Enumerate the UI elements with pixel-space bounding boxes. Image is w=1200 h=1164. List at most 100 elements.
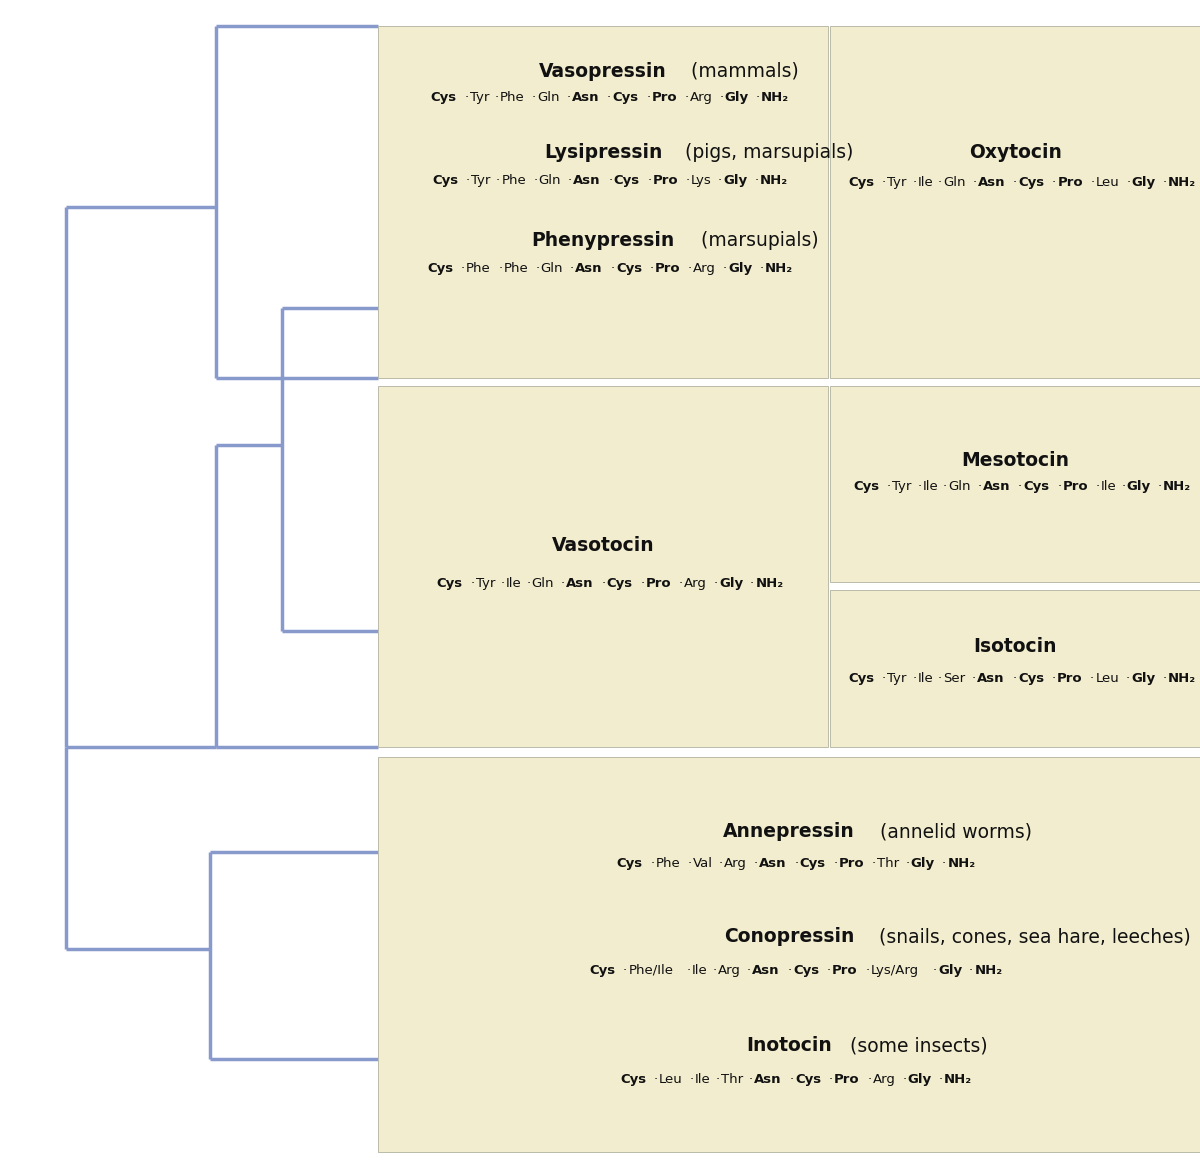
Text: Gln: Gln — [541, 262, 563, 276]
Text: Gly: Gly — [724, 175, 748, 187]
Text: ·: · — [977, 480, 982, 492]
Text: ·: · — [496, 175, 500, 187]
Text: NH₂: NH₂ — [755, 576, 784, 590]
Text: ·: · — [1013, 176, 1018, 189]
Text: Gly: Gly — [938, 964, 962, 977]
Text: ·: · — [526, 576, 530, 590]
Text: ·: · — [917, 480, 922, 492]
Text: Gly: Gly — [728, 262, 752, 276]
Text: Cys: Cys — [799, 857, 826, 870]
Text: Cys: Cys — [796, 1073, 821, 1086]
Text: ·: · — [686, 964, 691, 977]
Text: ·: · — [882, 176, 886, 189]
Text: Cys: Cys — [437, 576, 462, 590]
Text: ·: · — [722, 262, 727, 276]
Text: ·: · — [943, 480, 947, 492]
Text: NH₂: NH₂ — [1168, 672, 1196, 684]
Text: Leu: Leu — [1096, 672, 1120, 684]
Bar — [378, 757, 1200, 1152]
Text: Ile: Ile — [506, 576, 522, 590]
Text: ·: · — [714, 576, 718, 590]
Text: Asn: Asn — [978, 176, 1004, 189]
Text: Pro: Pro — [653, 175, 678, 187]
Text: (snails, cones, sea hare, leeches): (snails, cones, sea hare, leeches) — [874, 928, 1190, 946]
Text: Pro: Pro — [839, 857, 864, 870]
Text: (annelid worms): (annelid worms) — [874, 822, 1032, 842]
Text: ·: · — [608, 175, 613, 187]
Text: Asn: Asn — [983, 480, 1010, 492]
Text: Val: Val — [692, 857, 713, 870]
Text: ·: · — [790, 1073, 794, 1086]
Text: ·: · — [787, 964, 792, 977]
Bar — [830, 590, 1200, 747]
Bar — [378, 26, 828, 378]
Text: ·: · — [865, 964, 869, 977]
Bar — [378, 386, 828, 747]
Text: ·: · — [1057, 480, 1061, 492]
Text: Cys: Cys — [614, 175, 640, 187]
Text: ·: · — [1091, 176, 1094, 189]
Text: Asn: Asn — [571, 92, 599, 105]
Text: ·: · — [746, 964, 751, 977]
Text: Conopressin: Conopressin — [724, 928, 854, 946]
Text: ·: · — [650, 857, 654, 870]
Text: Pro: Pro — [832, 964, 858, 977]
Text: ·: · — [871, 857, 876, 870]
Text: Phe/Ile: Phe/Ile — [629, 964, 673, 977]
Text: ·: · — [607, 92, 611, 105]
Text: ·: · — [646, 92, 650, 105]
Text: ·: · — [470, 576, 474, 590]
Text: ·: · — [887, 480, 892, 492]
Text: ·: · — [679, 576, 683, 590]
Text: ·: · — [1163, 176, 1166, 189]
Text: Arg: Arg — [872, 1073, 895, 1086]
Text: Asn: Asn — [566, 576, 593, 590]
Text: Phe: Phe — [500, 92, 524, 105]
Text: Lys/Arg: Lys/Arg — [870, 964, 919, 977]
Text: Cys: Cys — [431, 92, 457, 105]
Text: ·: · — [1090, 672, 1094, 684]
Text: ·: · — [1052, 176, 1056, 189]
Text: Gln: Gln — [538, 92, 559, 105]
Text: Cys: Cys — [607, 576, 632, 590]
Text: Cys: Cys — [848, 672, 875, 684]
Text: Ile: Ile — [918, 176, 934, 189]
Text: ·: · — [749, 1073, 754, 1086]
Text: NH₂: NH₂ — [947, 857, 976, 870]
Text: (marsupials): (marsupials) — [696, 232, 820, 250]
Text: ·: · — [972, 176, 977, 189]
Text: Arg: Arg — [724, 857, 746, 870]
Text: Lysipressin: Lysipressin — [544, 143, 662, 162]
Text: Ser: Ser — [943, 672, 966, 684]
Text: Cys: Cys — [616, 262, 642, 276]
Text: Ile: Ile — [1100, 480, 1116, 492]
Text: ·: · — [532, 92, 536, 105]
Text: Cys: Cys — [1024, 480, 1050, 492]
Text: ·: · — [794, 857, 798, 870]
Text: NH₂: NH₂ — [974, 964, 1002, 977]
Text: Thr: Thr — [877, 857, 899, 870]
Text: Gly: Gly — [719, 576, 743, 590]
Text: Asn: Asn — [752, 964, 780, 977]
Text: ·: · — [464, 92, 468, 105]
Text: ·: · — [938, 672, 942, 684]
Text: ·: · — [568, 175, 572, 187]
Text: ·: · — [1013, 672, 1016, 684]
Text: Cys: Cys — [853, 480, 880, 492]
Text: Asn: Asn — [572, 175, 600, 187]
Text: Phe: Phe — [467, 262, 491, 276]
Text: Pro: Pro — [652, 92, 677, 105]
Text: Tyr: Tyr — [887, 672, 907, 684]
Text: Phe: Phe — [502, 175, 526, 187]
Text: ·: · — [1127, 176, 1130, 189]
Text: ·: · — [498, 262, 503, 276]
Text: Vasotocin: Vasotocin — [552, 535, 654, 555]
Text: ·: · — [649, 262, 654, 276]
Text: ·: · — [882, 672, 886, 684]
Text: Cys: Cys — [427, 262, 454, 276]
Text: Gln: Gln — [943, 176, 966, 189]
Text: Cys: Cys — [612, 92, 638, 105]
Text: Cys: Cys — [617, 857, 643, 870]
Text: ·: · — [611, 262, 614, 276]
Text: ·: · — [827, 964, 830, 977]
